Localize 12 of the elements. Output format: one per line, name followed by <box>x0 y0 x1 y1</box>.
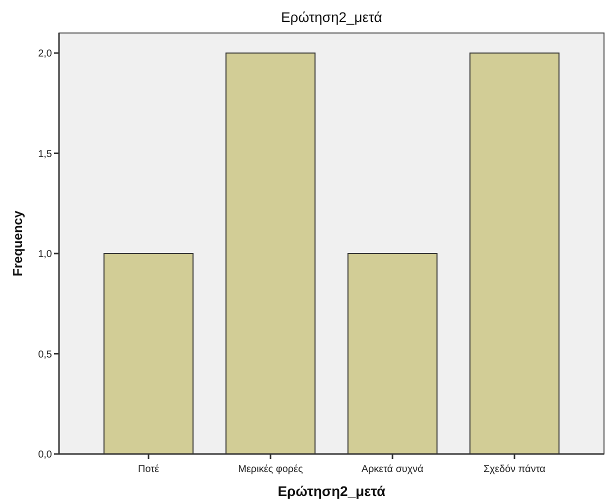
y-axis-title: Frequency <box>10 210 25 276</box>
y-tick-label: 1,5 <box>38 148 52 160</box>
x-axis-title: Ερώτηση2_μετά <box>278 483 386 499</box>
x-tick-label: Αρκετά συχνά <box>362 464 424 475</box>
y-tick-label: 0,5 <box>38 349 52 360</box>
y-tick-label: 0,0 <box>38 450 52 460</box>
x-tick-label: Ποτέ <box>138 464 160 475</box>
x-tick-label: Σχεδόν πάντα <box>484 464 546 475</box>
chart-title: Ερώτηση2_μετά <box>280 9 382 25</box>
y-tick-label: 2,0 <box>38 48 52 60</box>
y-tick-label: 1,0 <box>38 249 52 260</box>
x-tick-label: Μερικές φορές <box>238 464 304 475</box>
